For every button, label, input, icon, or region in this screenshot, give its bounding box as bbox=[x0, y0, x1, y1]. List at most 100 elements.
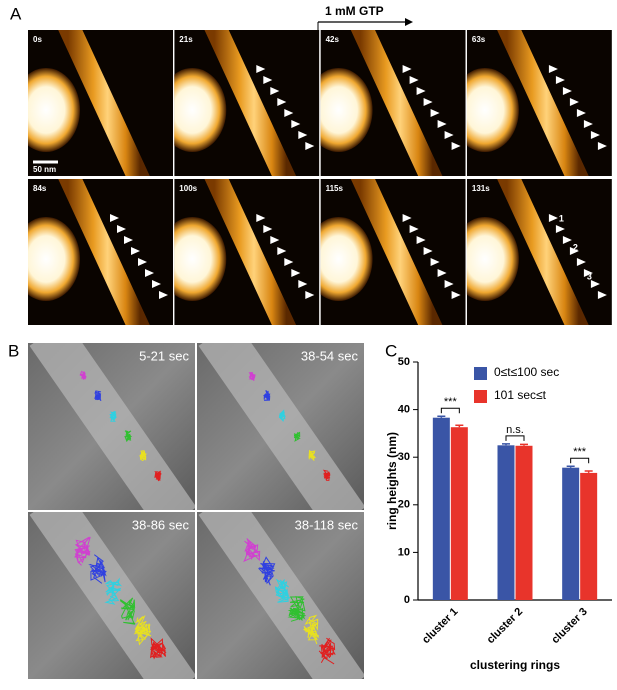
timestamp: 115s bbox=[326, 184, 344, 193]
trajectory bbox=[119, 597, 136, 625]
frame-label: 38-118 sec bbox=[295, 517, 359, 532]
timestamp: 84s bbox=[33, 184, 47, 193]
afm-image bbox=[466, 30, 612, 176]
afm-image bbox=[466, 179, 612, 325]
significance-label: *** bbox=[573, 446, 587, 458]
timestamp: 0s bbox=[33, 35, 42, 44]
y-tick-label: 40 bbox=[398, 404, 410, 416]
arrowhead bbox=[284, 109, 294, 117]
trajectory bbox=[248, 371, 256, 381]
bar bbox=[450, 427, 468, 600]
trajectory bbox=[322, 469, 331, 481]
arrowhead bbox=[597, 142, 607, 150]
bar bbox=[562, 467, 580, 600]
significance-label: *** bbox=[444, 396, 458, 408]
frame-label: 38-86 sec bbox=[132, 517, 190, 532]
x-axis-label: clustering rings bbox=[470, 658, 560, 672]
arrowhead bbox=[291, 269, 301, 277]
arrowhead bbox=[263, 76, 273, 84]
trajectory bbox=[104, 577, 123, 605]
frame-label: 5-21 sec bbox=[139, 348, 189, 363]
gray-image bbox=[197, 512, 364, 679]
y-tick-label: 50 bbox=[398, 356, 410, 368]
legend-label: 0≤t≤100 sec bbox=[494, 365, 559, 379]
arrowhead bbox=[298, 280, 308, 288]
arrowhead bbox=[117, 225, 126, 233]
timestamp: 100s bbox=[179, 184, 197, 193]
arrowhead bbox=[569, 98, 579, 106]
arrowhead bbox=[256, 65, 266, 73]
vesicle bbox=[28, 217, 80, 301]
filament bbox=[58, 30, 150, 176]
arrowhead bbox=[590, 280, 600, 288]
arrowhead bbox=[548, 214, 558, 222]
significance-bracket bbox=[505, 435, 525, 441]
timestamp: 42s bbox=[326, 35, 340, 44]
filament bbox=[497, 179, 589, 325]
vesicle bbox=[320, 68, 373, 152]
arrowhead bbox=[555, 225, 565, 233]
legend-label: 101 sec≤t bbox=[494, 388, 547, 402]
filament-band bbox=[198, 343, 364, 510]
arrowhead bbox=[562, 236, 572, 244]
trajectory bbox=[94, 390, 102, 402]
arrowhead bbox=[138, 258, 147, 266]
panel-label: C bbox=[385, 341, 397, 360]
filament-band bbox=[29, 343, 195, 510]
afm-frame: 115s bbox=[320, 179, 466, 325]
trajectory bbox=[88, 554, 107, 584]
kymo-frame: 38-118 sec bbox=[197, 512, 364, 679]
gray-image bbox=[28, 343, 195, 510]
arrowhead bbox=[444, 280, 454, 288]
trajectory bbox=[124, 430, 133, 443]
arrowhead bbox=[583, 269, 593, 277]
timestamp: 63s bbox=[472, 35, 486, 44]
arrowhead bbox=[159, 291, 168, 299]
arrowhead bbox=[270, 87, 280, 95]
afm-frame: 0s 50 nm bbox=[28, 30, 173, 176]
afm-image bbox=[174, 179, 320, 325]
arrowhead bbox=[256, 214, 266, 222]
bar bbox=[497, 445, 515, 600]
arrowhead bbox=[562, 87, 572, 95]
trajectory bbox=[287, 596, 307, 622]
x-tick-label: cluster 1 bbox=[420, 606, 460, 646]
afm-image bbox=[28, 30, 173, 176]
afm-image bbox=[174, 30, 320, 176]
ring-label: 1 bbox=[559, 213, 564, 223]
afm-image bbox=[320, 179, 466, 325]
error-bar bbox=[455, 424, 464, 428]
x-tick-label: cluster 2 bbox=[485, 606, 525, 646]
afm-frame: 131s 1 2 3 bbox=[466, 179, 612, 325]
arrowhead bbox=[430, 258, 440, 266]
frame-label: 38-54 sec bbox=[301, 348, 359, 363]
y-axis-label: ring heights (nm) bbox=[385, 432, 399, 530]
y-tick-label: 20 bbox=[398, 499, 410, 511]
y-tick-label: 30 bbox=[398, 451, 410, 463]
filament bbox=[350, 30, 443, 176]
ring-label: 2 bbox=[573, 242, 578, 252]
panel-label: B bbox=[8, 341, 19, 360]
kymo-frame: 38-54 sec bbox=[197, 343, 364, 510]
ring-label: 3 bbox=[587, 271, 592, 281]
afm-image bbox=[320, 30, 466, 176]
arrowhead bbox=[284, 258, 294, 266]
trajectory bbox=[302, 614, 320, 645]
treatment-arrowhead bbox=[405, 18, 413, 26]
vesicle bbox=[466, 68, 519, 152]
x-tick-label: cluster 3 bbox=[549, 606, 589, 646]
error-bar bbox=[584, 470, 593, 473]
error-bar bbox=[566, 465, 575, 468]
afm-frame: 63s bbox=[466, 30, 612, 176]
error-bar bbox=[520, 443, 528, 446]
arrowhead bbox=[569, 247, 579, 255]
afm-frame: 84s bbox=[28, 179, 173, 325]
arrowhead bbox=[110, 214, 119, 222]
arrowhead bbox=[145, 269, 154, 277]
arrowhead bbox=[548, 65, 558, 73]
arrowhead bbox=[131, 247, 140, 255]
arrowhead bbox=[555, 76, 565, 84]
arrowhead bbox=[263, 225, 273, 233]
arrowhead bbox=[583, 120, 593, 128]
